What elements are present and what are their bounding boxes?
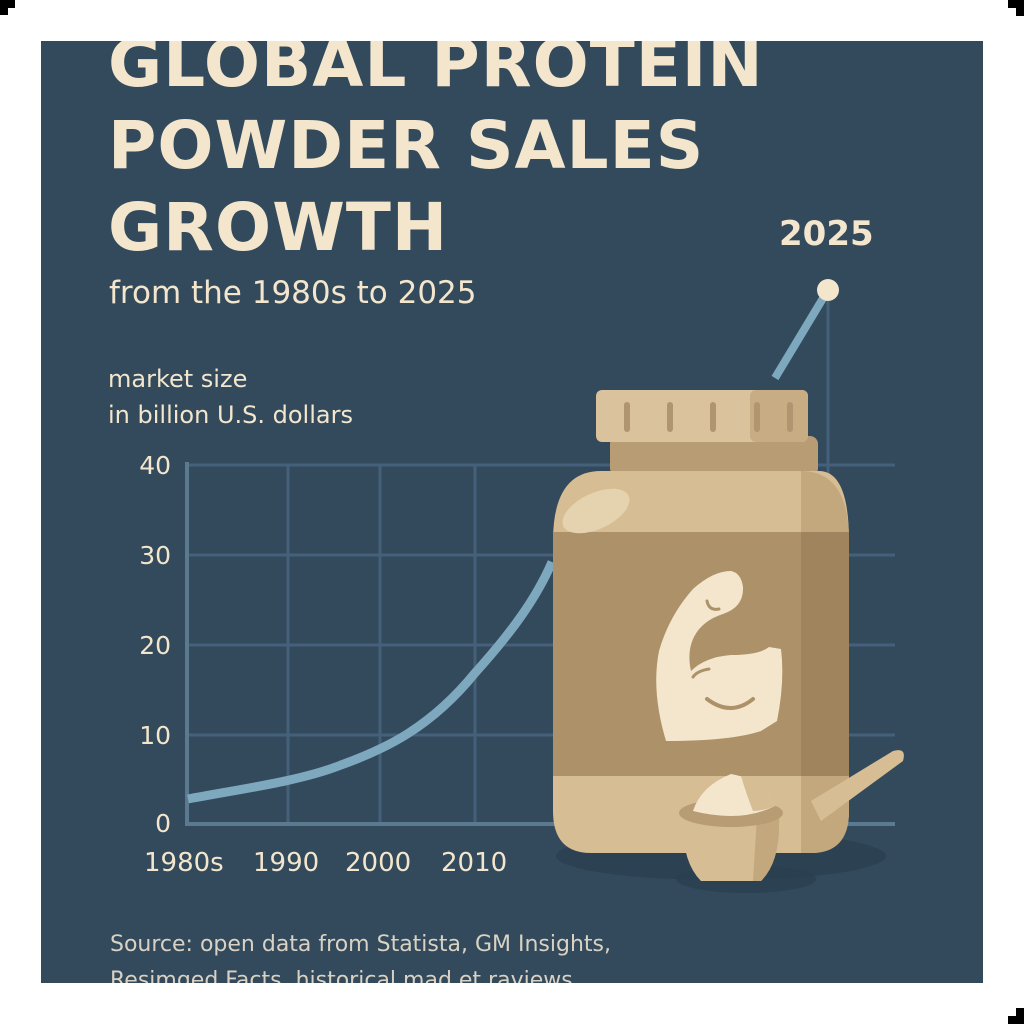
- y-axis-label-line2: in billion U.S. dollars: [108, 401, 353, 429]
- y-axis-label: market size in billion U.S. dollars: [108, 361, 353, 433]
- y-tick-20: 20: [139, 631, 171, 660]
- y-tick-0: 0: [155, 809, 171, 838]
- data-line-end-segment: [771, 287, 832, 381]
- x-tick-2000: 2000: [345, 848, 412, 878]
- protein-jar-icon: [553, 390, 904, 893]
- y-tick-40: 40: [139, 451, 171, 480]
- end-year-label: 2025: [779, 214, 874, 254]
- x-tick-1990: 1990: [253, 848, 320, 878]
- line-chart: [185, 279, 904, 893]
- y-tick-10: 10: [139, 721, 171, 750]
- source-line2: Resimged Facts, historical mad et raview…: [110, 968, 573, 983]
- x-tick-2010: 2010: [441, 848, 508, 878]
- source-note: Source: open data from Statista, GM Insi…: [110, 927, 611, 983]
- y-tick-30: 30: [139, 541, 171, 570]
- x-tick-1980s: 1980s: [144, 848, 224, 878]
- chart-subtitle: from the 1980s to 2025: [109, 275, 477, 311]
- chart-title: GLOBAL PROTEIN POWDER SALES GROWTH: [108, 41, 764, 266]
- scoop-icon: [676, 750, 904, 893]
- y-axis-label-line1: market size: [108, 365, 248, 393]
- infographic-panel: GLOBAL PROTEIN POWDER SALES GROWTH from …: [41, 41, 983, 983]
- corner-marker-top-right-v: [1016, 0, 1024, 16]
- corner-marker-top-left-v: [0, 0, 8, 15]
- source-line1: Source: open data from Statista, GM Insi…: [110, 932, 611, 957]
- flexed-bicep-icon: [656, 571, 783, 741]
- end-point-marker: [817, 279, 839, 301]
- corner-marker-bottom-right-v: [1016, 1008, 1024, 1024]
- data-line: [187, 560, 557, 804]
